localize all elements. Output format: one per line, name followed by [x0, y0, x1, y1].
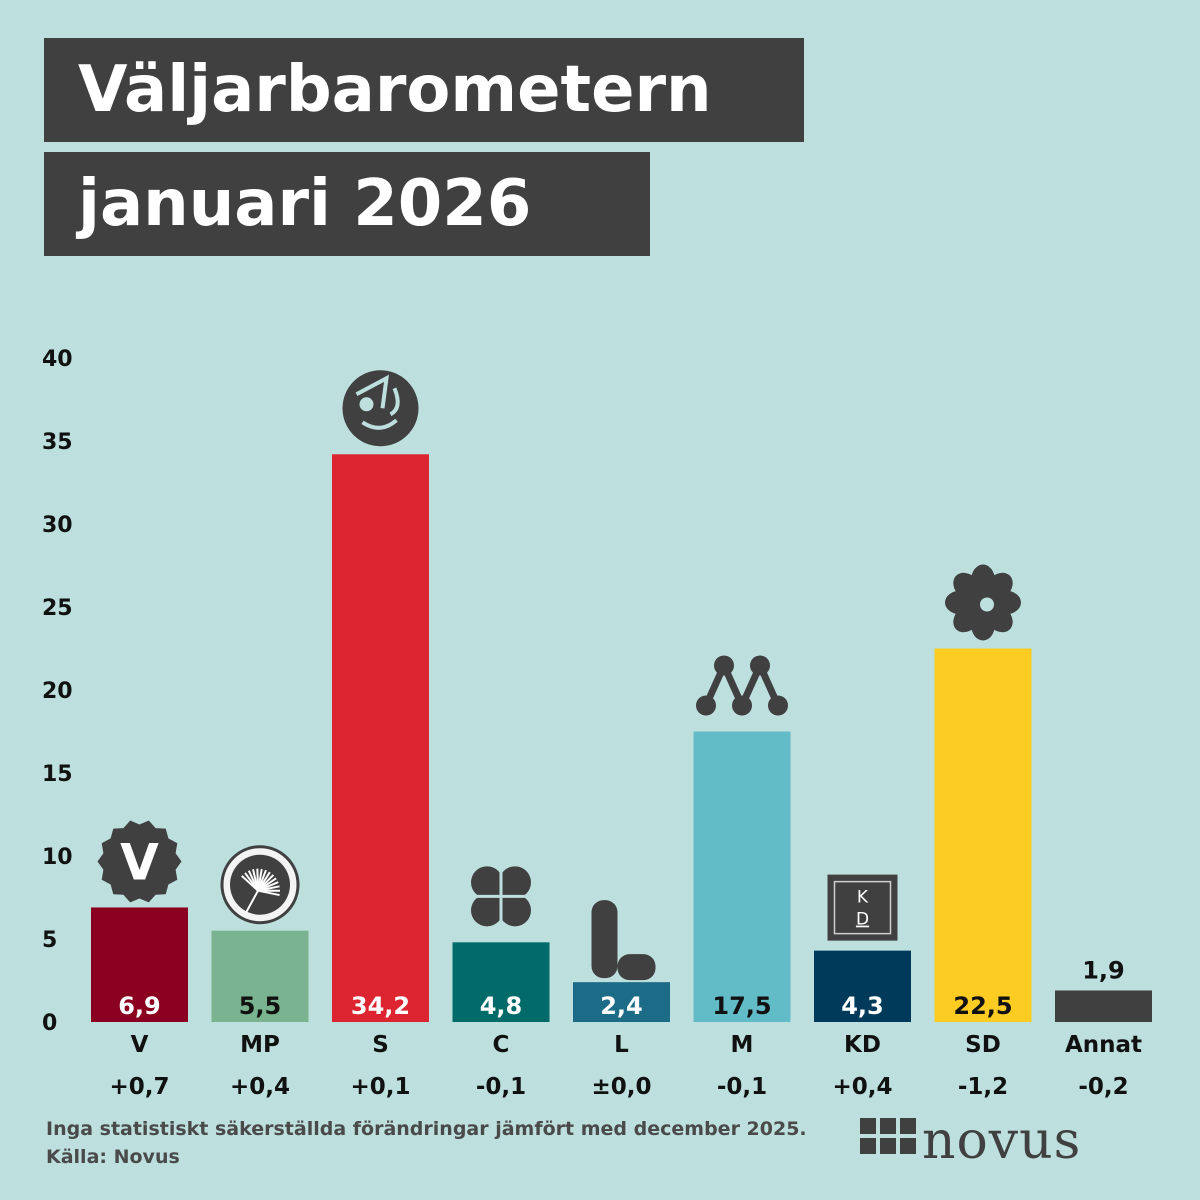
- category-label: KD: [844, 1032, 881, 1058]
- footer-note: Inga statistiskt säkerställda förändring…: [46, 1118, 807, 1140]
- sd-flower-logo-icon: [945, 564, 1021, 641]
- y-tick-label: 10: [42, 845, 73, 870]
- svg-text:K: K: [857, 888, 869, 908]
- bar-l: [573, 982, 670, 1022]
- value-label-c: 4,8: [480, 992, 523, 1020]
- kd-logo-icon: KD: [827, 874, 898, 941]
- chart-title-line2: januari 2026: [44, 152, 650, 256]
- category-label: M: [731, 1032, 754, 1058]
- value-label-s: 34,2: [351, 992, 410, 1020]
- change-label: -0,1: [476, 1074, 526, 1100]
- category-label: S: [372, 1032, 389, 1058]
- category-label: C: [493, 1032, 510, 1058]
- change-label: +0,4: [832, 1074, 892, 1100]
- y-tick-label: 30: [42, 513, 73, 538]
- value-label-sd: 22,5: [953, 992, 1012, 1020]
- value-label-l: 2,4: [600, 992, 643, 1020]
- change-label: +0,7: [109, 1074, 169, 1100]
- svg-text:V: V: [120, 833, 159, 891]
- bar-s: [332, 454, 429, 1022]
- footer-source: Källa: Novus: [46, 1146, 180, 1168]
- value-label-v: 6,9: [118, 992, 161, 1020]
- c-clover-logo-icon: [467, 862, 535, 931]
- y-tick-label: 35: [42, 430, 73, 455]
- change-label: -0,2: [1078, 1074, 1128, 1100]
- chart-title-line1: Väljarbarometern: [44, 38, 804, 142]
- bar-m: [693, 731, 791, 1022]
- change-label: -0,1: [717, 1074, 767, 1100]
- l-logo-icon: [591, 900, 656, 981]
- value-label-annat: 1,9: [1082, 956, 1125, 984]
- y-tick-label: 20: [42, 679, 73, 704]
- bar-kd: [814, 950, 911, 1022]
- y-tick-label: 5: [42, 928, 57, 953]
- category-label: MP: [240, 1032, 280, 1058]
- bar-c: [452, 942, 550, 1022]
- bar-sd: [934, 648, 1032, 1022]
- bar-v: [91, 907, 188, 1022]
- value-label-m: 17,5: [712, 992, 771, 1020]
- change-label: +0,4: [230, 1074, 290, 1100]
- y-tick-label: 15: [42, 762, 73, 787]
- category-label: SD: [965, 1032, 1001, 1058]
- value-label-mp: 5,5: [239, 992, 282, 1020]
- bar-annat: [1055, 990, 1152, 1022]
- bar-mp: [211, 930, 309, 1022]
- value-label-kd: 4,3: [841, 992, 884, 1020]
- s-rose-logo-icon: [342, 370, 419, 447]
- y-tick-label: 40: [42, 347, 73, 372]
- y-tick-label: 25: [42, 596, 73, 621]
- m-logo-icon: [696, 655, 788, 716]
- novus-logo: novus: [860, 1112, 1081, 1168]
- category-label: L: [614, 1032, 629, 1058]
- y-tick-label: 0: [42, 1011, 57, 1036]
- change-label: ±0,0: [591, 1074, 651, 1100]
- bar-chart: 0 5 10 15 20 25 30 35 40 6,9 V +0,7 V 5,5 MP +0,4 34,2 S +…: [42, 347, 1152, 1100]
- v-party-logo-icon: V: [97, 820, 182, 903]
- category-label: Annat: [1065, 1032, 1142, 1058]
- category-label: V: [131, 1032, 149, 1058]
- change-label: +0,1: [350, 1074, 410, 1100]
- mp-dandelion-logo-icon: [220, 845, 300, 925]
- svg-text:novus: novus: [922, 1112, 1081, 1168]
- change-label: -1,2: [958, 1074, 1008, 1100]
- svg-text:D: D: [856, 910, 869, 930]
